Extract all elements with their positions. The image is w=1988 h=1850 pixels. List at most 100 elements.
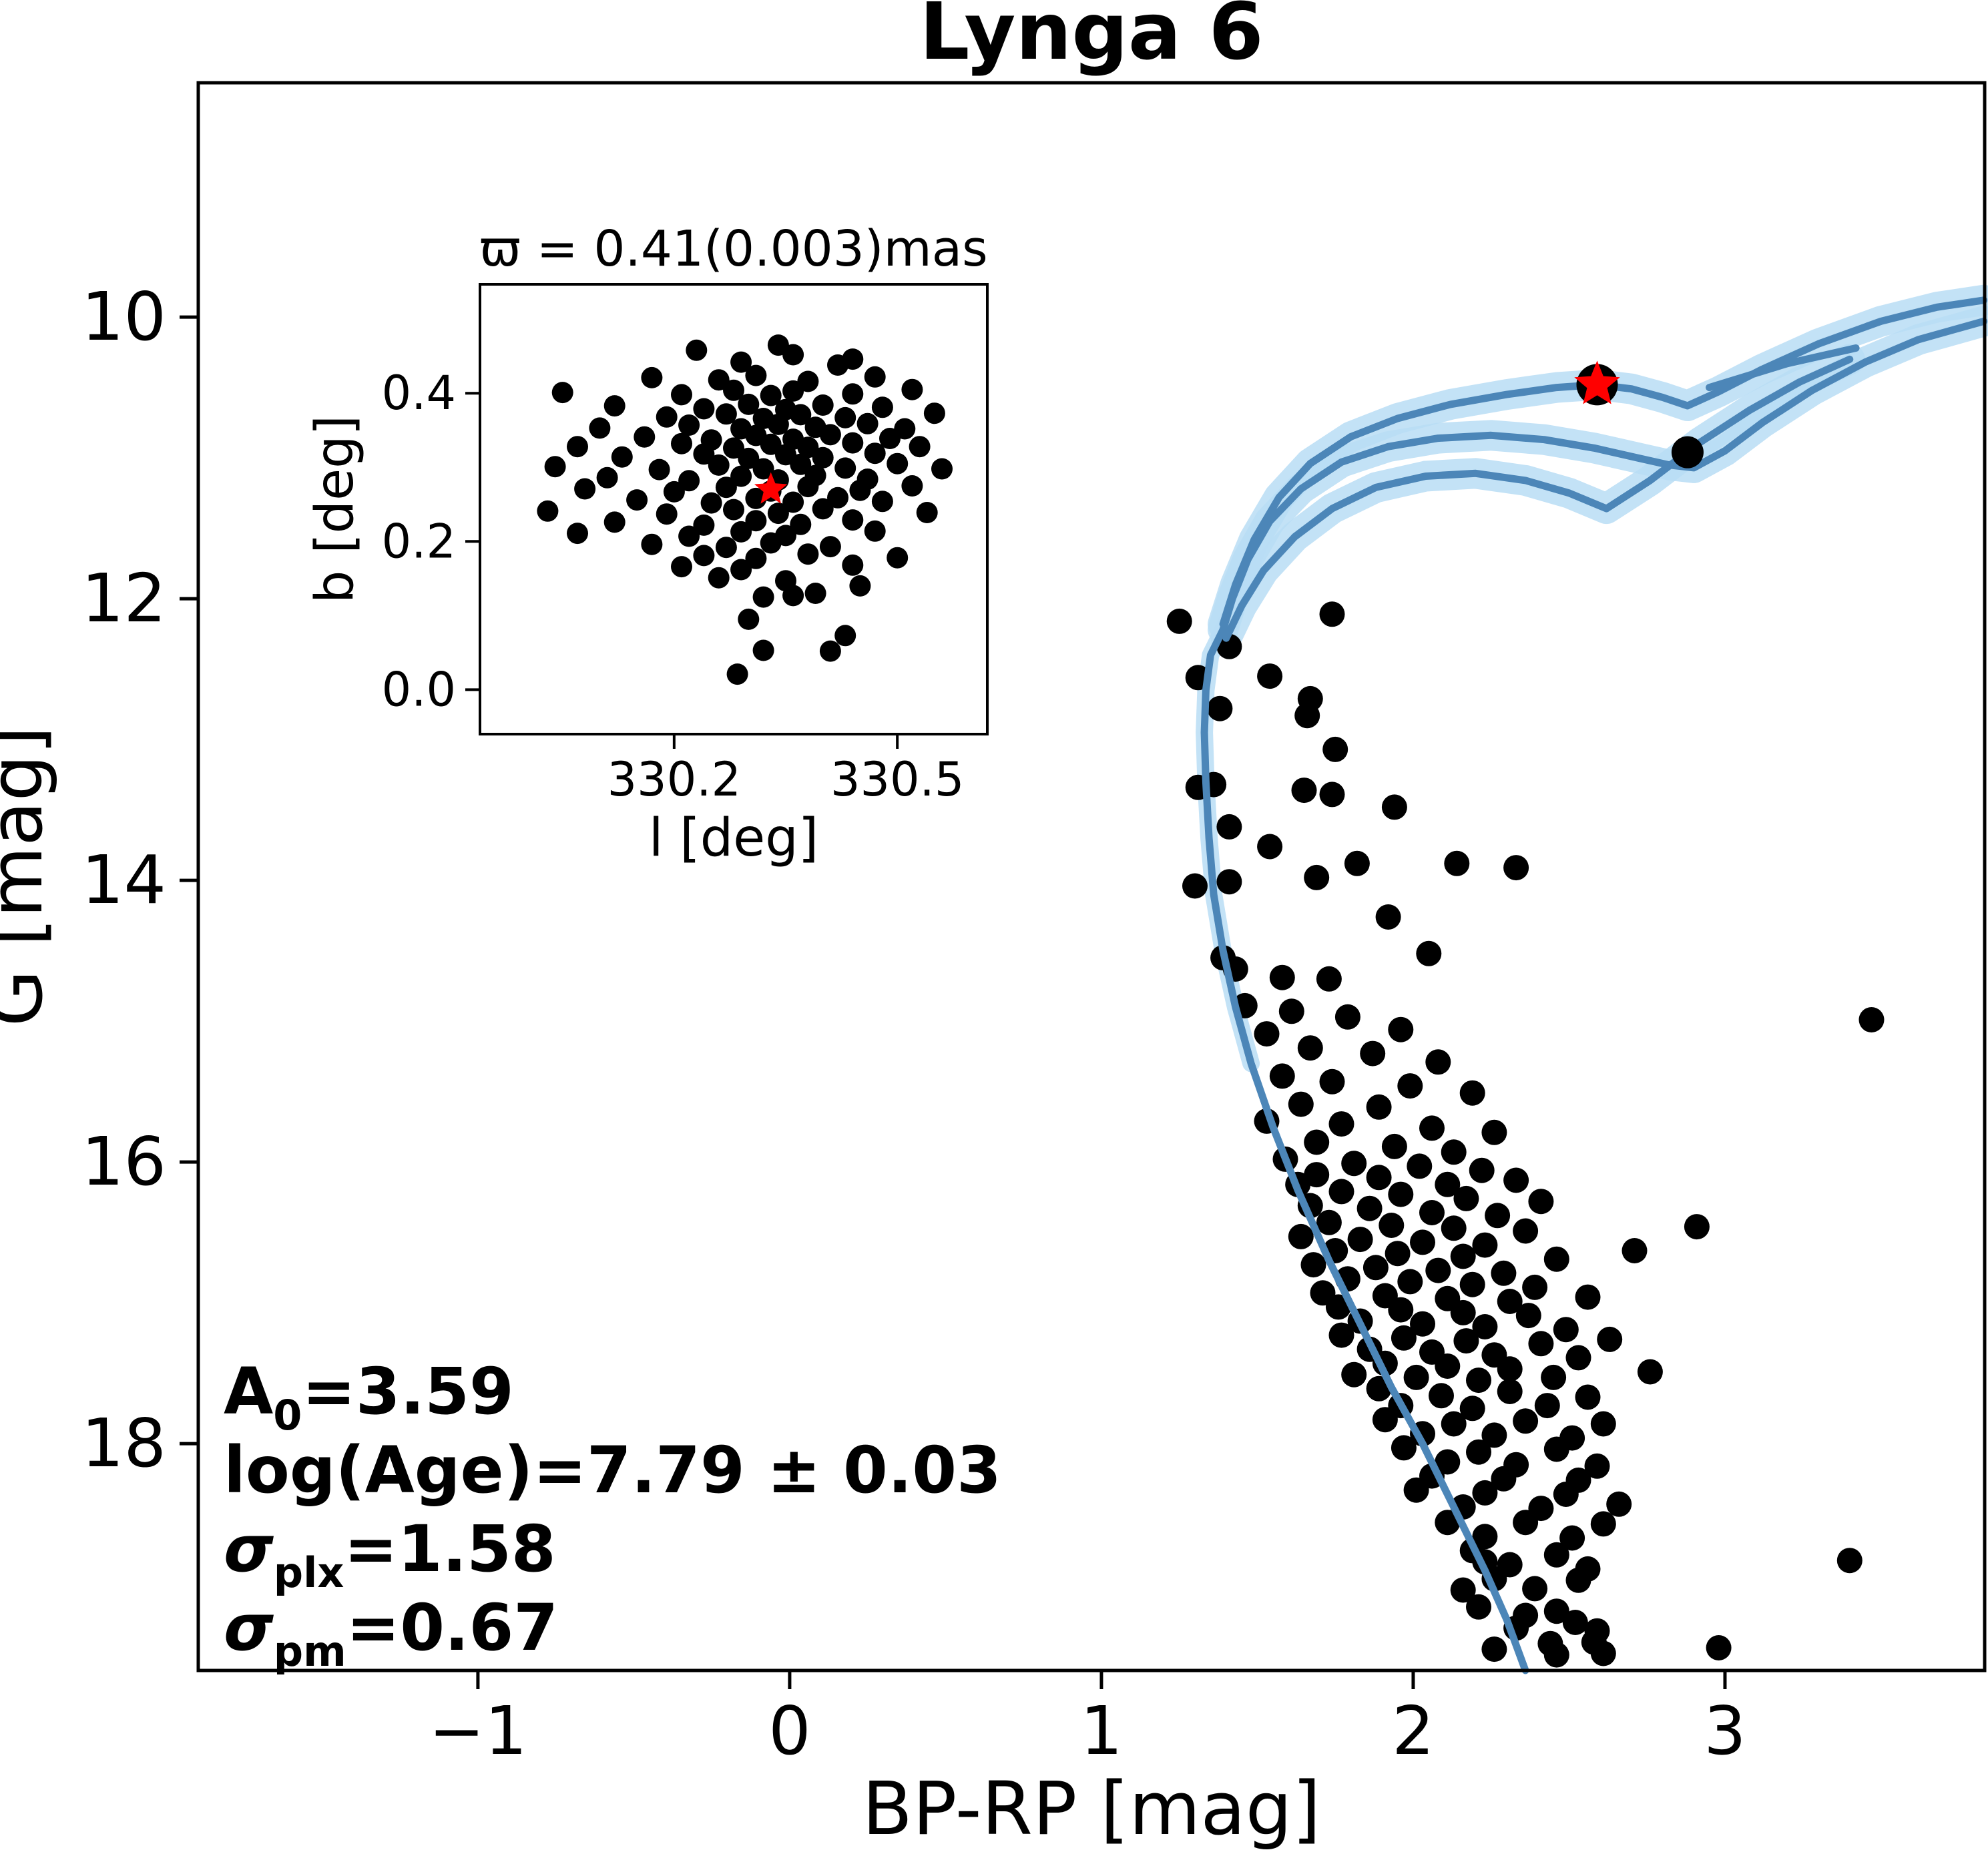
data-point <box>1435 1171 1461 1197</box>
inset-y-tick-label: 0.0 <box>382 662 456 717</box>
inset-data-point <box>693 443 715 465</box>
data-point <box>1385 1241 1411 1267</box>
data-point <box>1565 1345 1591 1371</box>
x-tick-label: 2 <box>1392 1692 1435 1770</box>
inset-data-point <box>887 547 909 569</box>
data-point <box>1397 1073 1423 1099</box>
data-point <box>1375 904 1401 930</box>
data-point <box>1522 1576 1548 1602</box>
data-point <box>1562 1610 1588 1635</box>
inset-y-tick-label: 0.4 <box>382 366 456 420</box>
data-point <box>1334 1004 1360 1030</box>
data-point <box>1328 1322 1354 1348</box>
isochrone-line <box>1219 317 1988 633</box>
data-point <box>1590 1411 1616 1437</box>
inset-data-point <box>797 476 819 498</box>
data-point <box>1341 1151 1367 1177</box>
data-point <box>1450 1299 1476 1325</box>
inset-data-point <box>730 521 752 543</box>
data-point <box>1362 1255 1389 1281</box>
data-point <box>1497 1289 1523 1314</box>
inset-data-point <box>671 384 692 406</box>
isochrone-uncertainty-band <box>1196 284 1988 1072</box>
inset-data-point <box>752 458 774 480</box>
inset-data-point <box>641 533 663 555</box>
inset-data-point <box>901 378 923 400</box>
data-point <box>1491 1260 1517 1286</box>
data-point <box>1425 1049 1451 1075</box>
inset-data-point <box>819 536 841 558</box>
x-tick-label: −1 <box>429 1692 527 1770</box>
inset-data-point <box>782 344 804 366</box>
inset-data-point <box>931 458 953 480</box>
data-point <box>1441 1215 1467 1241</box>
inset-labels: ϖ = 0.41(0.003)mas l [deg] b [deg] <box>305 220 988 868</box>
reference-star-icon <box>1574 360 1620 404</box>
data-point <box>1441 1411 1467 1437</box>
isochrone-line <box>1706 344 1860 392</box>
inset-data-point <box>551 382 573 404</box>
data-point <box>1684 1214 1710 1240</box>
y-tick-label: 12 <box>81 559 166 637</box>
inset-data-point <box>767 413 789 435</box>
inset-data-point <box>723 499 744 521</box>
inset-data-point <box>574 478 596 500</box>
x-axis-label: BP-RP [mag] <box>862 1766 1320 1850</box>
inset-data-point <box>916 502 938 523</box>
data-point <box>1182 873 1208 899</box>
inset-data-point <box>603 395 626 417</box>
data-point <box>1497 1379 1523 1404</box>
data-point <box>1319 1068 1345 1095</box>
data-point <box>1419 1200 1445 1225</box>
inset-data-point <box>849 575 871 597</box>
inset-data-point <box>790 513 812 535</box>
inset-data-point <box>834 457 856 479</box>
inset-data-point <box>790 404 812 426</box>
inset-data-point <box>752 639 774 661</box>
inset-data-point <box>864 442 886 465</box>
data-point <box>1472 1314 1498 1339</box>
inset-sky-position-plot: 330.2 330.5 0.4 0.2 0.0 ϖ = 0.41(0.003)mas l… <box>305 220 989 868</box>
inset-data-point <box>634 426 656 448</box>
data-point <box>1216 869 1242 895</box>
inset-data-point <box>671 432 692 454</box>
data-point <box>1288 1223 1314 1249</box>
inset-data-point <box>745 487 767 509</box>
data-point <box>1278 998 1304 1024</box>
x-tick-label: 1 <box>1080 1692 1123 1770</box>
data-point <box>1381 794 1407 820</box>
x-tick-label: 3 <box>1704 1692 1746 1770</box>
data-point <box>1425 1257 1451 1283</box>
data-point <box>1344 850 1370 876</box>
data-point <box>1459 1080 1485 1106</box>
inset-data-point <box>842 509 864 531</box>
data-point <box>1360 1040 1386 1066</box>
inset-data-point <box>760 532 782 554</box>
inset-data-point <box>797 543 819 565</box>
data-point <box>1388 1016 1414 1042</box>
inset-data-point <box>693 398 715 420</box>
inset-data-point <box>842 554 864 576</box>
data-point <box>1207 695 1233 721</box>
data-point <box>1297 1035 1323 1061</box>
inset-data-point <box>663 481 685 503</box>
inset-data-point <box>812 498 834 520</box>
data-point <box>1216 814 1242 840</box>
data-point <box>1528 1331 1554 1357</box>
inset-data-point <box>544 456 566 478</box>
inset-data-point <box>842 348 864 370</box>
inset-axes: 330.2 330.5 0.4 0.2 0.0 <box>382 283 989 807</box>
inset-data-point <box>752 586 774 608</box>
inset-data-point <box>745 547 767 569</box>
inset-title: ϖ = 0.41(0.003)mas <box>479 220 987 278</box>
data-point <box>1606 1491 1632 1517</box>
data-point <box>1565 1567 1591 1593</box>
inset-data-point <box>708 369 730 391</box>
inset-data-point <box>879 428 901 449</box>
data-point <box>1166 608 1192 634</box>
inset-data-point <box>856 412 879 434</box>
inset-data-point <box>700 492 722 514</box>
data-point <box>1328 1179 1354 1205</box>
